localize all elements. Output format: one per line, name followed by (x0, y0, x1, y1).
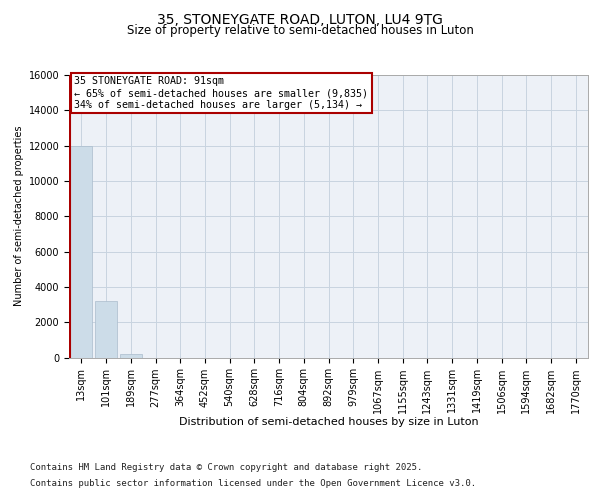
Text: 35, STONEYGATE ROAD, LUTON, LU4 9TG: 35, STONEYGATE ROAD, LUTON, LU4 9TG (157, 12, 443, 26)
X-axis label: Distribution of semi-detached houses by size in Luton: Distribution of semi-detached houses by … (179, 417, 478, 427)
Bar (119, 354, 142, 358)
Y-axis label: Number of semi-detached properties: Number of semi-detached properties (14, 126, 25, 306)
Text: 35 STONEYGATE ROAD: 91sqm
← 65% of semi-detached houses are smaller (9,835)
34% : 35 STONEYGATE ROAD: 91sqm ← 65% of semi-… (74, 76, 368, 110)
Bar (70, 146, 92, 358)
Text: Size of property relative to semi-detached houses in Luton: Size of property relative to semi-detach… (127, 24, 473, 37)
Bar (95, 301, 117, 358)
Text: Contains HM Land Registry data © Crown copyright and database right 2025.: Contains HM Land Registry data © Crown c… (30, 464, 422, 472)
Text: Contains public sector information licensed under the Open Government Licence v3: Contains public sector information licen… (30, 478, 476, 488)
